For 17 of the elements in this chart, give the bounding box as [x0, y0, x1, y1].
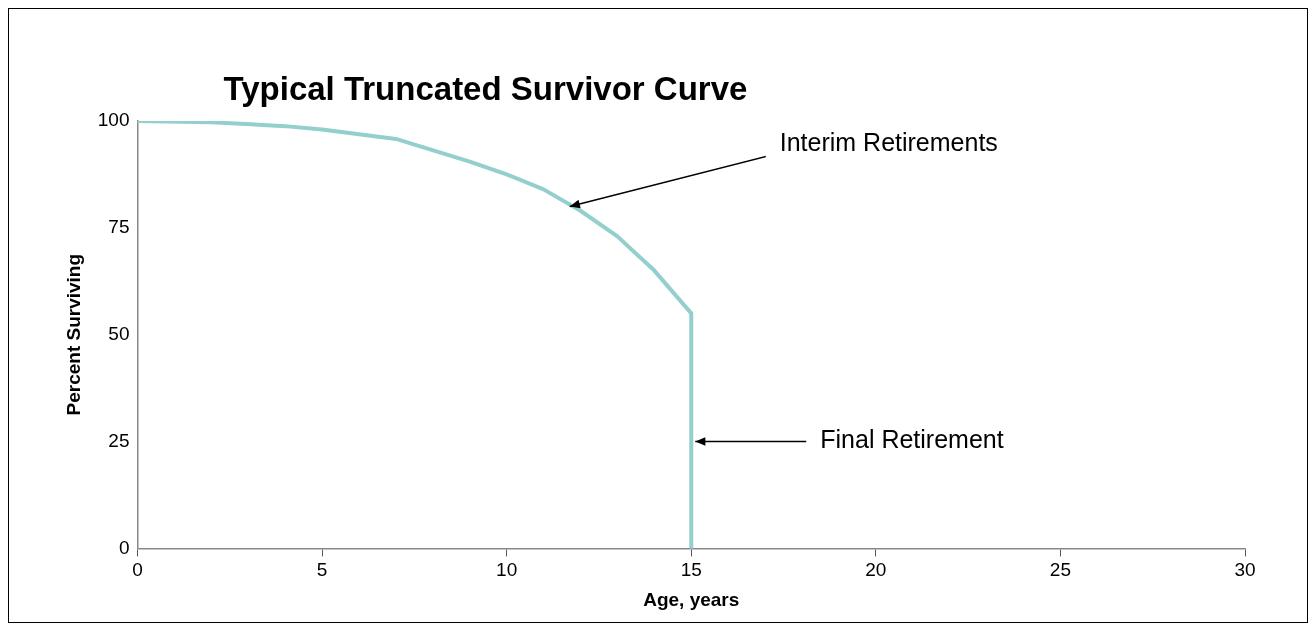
chart-title: Typical Truncated Survivor Curve: [223, 70, 748, 108]
annotation: Interim Retirements: [779, 128, 998, 157]
y-tick-label: 0: [118, 536, 130, 558]
x-tick-label: 30: [1234, 559, 1256, 581]
frame: Age, years Percent Surviving 0 5 10 15 20 25 30 0 25 50 75 100 Typical Truncated Survivor Curve Interim Retirements Final Retirement: [8, 8, 1308, 623]
y-tick-label: 75: [108, 216, 130, 238]
y-tick-label: 25: [108, 429, 130, 451]
y-tick-label: 100: [97, 109, 130, 131]
x-tick-label: 10: [496, 559, 518, 581]
y-axis-title: Percent Surviving: [62, 253, 84, 416]
x-tick-label: 15: [680, 559, 702, 581]
x-tick-label: 5: [316, 559, 328, 581]
x-axis-title: Age, years: [643, 588, 740, 610]
x-tick-label: 25: [1049, 559, 1071, 581]
x-tick-label: 20: [865, 559, 887, 581]
annotation: Final Retirement: [820, 425, 1004, 454]
y-tick-label: 50: [108, 322, 130, 344]
